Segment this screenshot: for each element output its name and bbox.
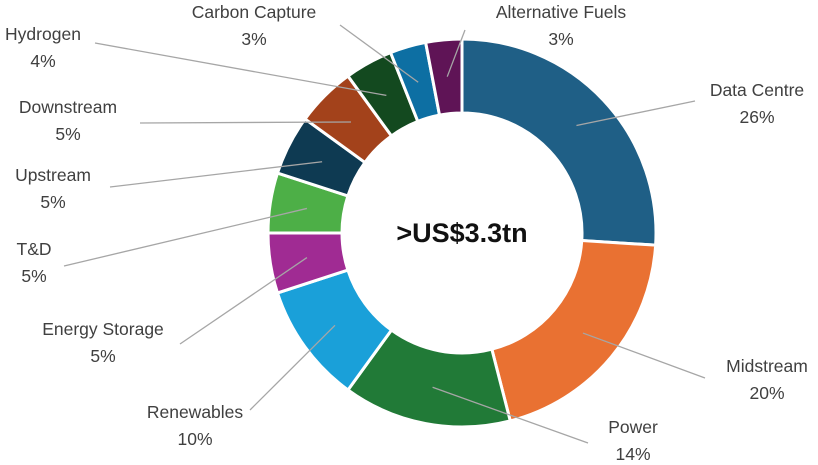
leader-line-upstream <box>109 161 323 188</box>
leader-line-power <box>432 386 589 444</box>
leader-lines-group <box>63 24 706 444</box>
slice-value-energy-storage: 5% <box>90 346 115 366</box>
center-total-label: >US$3.3tn <box>396 218 527 248</box>
slice-value-hydrogen: 4% <box>30 51 55 71</box>
slice-label-energy-storage: Energy Storage <box>42 319 164 339</box>
slice-label-hydrogen: Hydrogen <box>5 24 81 44</box>
leader-line-data-centre <box>576 100 696 127</box>
slice-label-upstream: Upstream <box>15 165 91 185</box>
slice-value-downstream: 5% <box>55 124 80 144</box>
leader-line-renewables <box>249 324 336 411</box>
slice-data-centre <box>460 37 658 247</box>
leader-line-carbon-capture <box>339 24 419 83</box>
leader-line-t-d <box>63 207 308 267</box>
slice-alternative-fuels <box>423 37 464 117</box>
leader-line-downstream <box>139 121 351 124</box>
slice-value-power: 14% <box>615 444 650 464</box>
slice-midstream <box>490 238 658 423</box>
slice-label-midstream: Midstream <box>726 356 808 376</box>
slice-value-t-d: 5% <box>21 266 46 286</box>
slice-label-downstream: Downstream <box>19 97 117 117</box>
slice-value-alternative-fuels: 3% <box>548 29 573 49</box>
leader-line-alternative-fuels <box>446 29 466 77</box>
slice-value-carbon-capture: 3% <box>241 29 266 49</box>
labels-group: Data Centre 26% Midstream 20% Power 14% Renewa… <box>5 2 808 464</box>
leader-line-energy-storage <box>179 257 308 345</box>
slice-value-data-centre: 26% <box>739 107 774 127</box>
leader-line-hydrogen <box>94 42 387 97</box>
slice-value-renewables: 10% <box>177 429 212 449</box>
slice-label-carbon-capture: Carbon Capture <box>192 2 317 22</box>
leader-line-midstream <box>582 332 706 379</box>
slices-group <box>266 37 658 429</box>
slice-label-power: Power <box>608 417 658 437</box>
slice-label-t-d: T&D <box>17 239 52 259</box>
slice-label-alternative-fuels: Alternative Fuels <box>496 2 627 22</box>
slice-label-data-centre: Data Centre <box>710 80 804 100</box>
slice-value-upstream: 5% <box>40 192 65 212</box>
slice-value-midstream: 20% <box>749 383 784 403</box>
slice-label-renewables: Renewables <box>147 402 244 422</box>
